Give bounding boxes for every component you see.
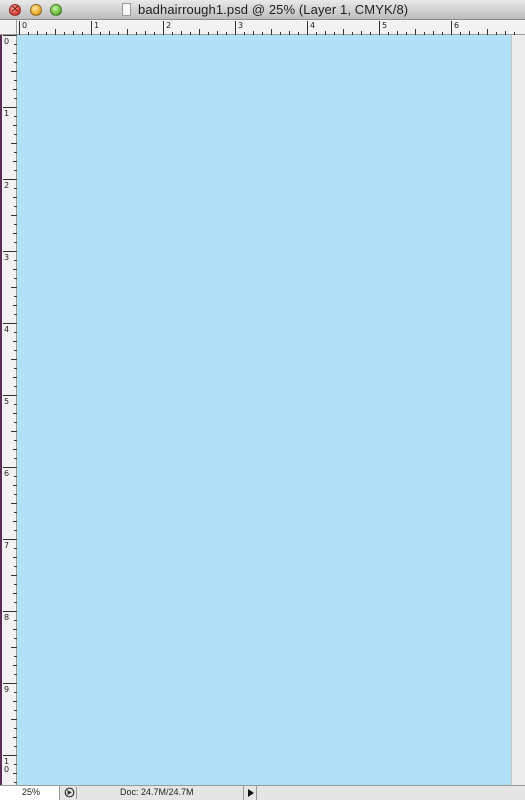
document-proxy-icon[interactable]	[122, 3, 131, 16]
vertical-scrollbar[interactable]	[511, 35, 525, 785]
ruler-origin-corner[interactable]	[0, 20, 17, 35]
status-options-icon[interactable]	[62, 787, 77, 799]
ruler-label: 1	[4, 109, 9, 118]
document-canvas[interactable]	[17, 35, 511, 785]
ruler-label: 4	[310, 21, 315, 30]
ruler-label: 0	[22, 21, 27, 30]
ruler-label: 1	[94, 21, 99, 30]
zoom-level-field[interactable]: 25%	[0, 786, 60, 800]
ruler-label: 2	[166, 21, 171, 30]
ruler-label: 5	[4, 397, 9, 406]
play-arrow-icon[interactable]	[243, 786, 257, 800]
ruler-edge-accent	[0, 35, 2, 785]
window-title: badhairrough1.psd @ 25% (Layer 1, CMYK/8…	[138, 2, 409, 17]
horizontal-ruler-graphic: 0 1 2 3 4 5 6	[19, 21, 515, 35]
ruler-label: 5	[382, 21, 387, 30]
ruler-label: 9	[4, 685, 9, 694]
ruler-label: 0	[4, 37, 9, 46]
horizontal-ruler[interactable]: 0 1 2 3 4 5 6	[17, 20, 525, 35]
ruler-label: 3	[238, 21, 243, 30]
status-bar: 25% Doc: 24.7M/24.7M	[0, 785, 525, 800]
zoom-icon[interactable]	[50, 4, 62, 16]
ruler-label: 6	[454, 21, 459, 30]
ruler-label: 6	[4, 469, 9, 478]
ruler-label: 7	[4, 541, 9, 550]
ruler-label: 3	[4, 253, 9, 262]
ruler-label: 8	[4, 613, 9, 622]
ruler-label: 1	[4, 757, 9, 766]
minimize-icon[interactable]	[30, 4, 42, 16]
ruler-label: 4	[4, 325, 9, 334]
ruler-label: 0	[4, 765, 9, 774]
close-icon[interactable]	[9, 2, 21, 16]
document-size-info: Doc: 24.7M/24.7M	[120, 787, 194, 797]
ruler-label: 2	[4, 181, 9, 190]
window-titlebar[interactable]: badhairrough1.psd @ 25% (Layer 1, CMYK/8…	[0, 0, 525, 20]
